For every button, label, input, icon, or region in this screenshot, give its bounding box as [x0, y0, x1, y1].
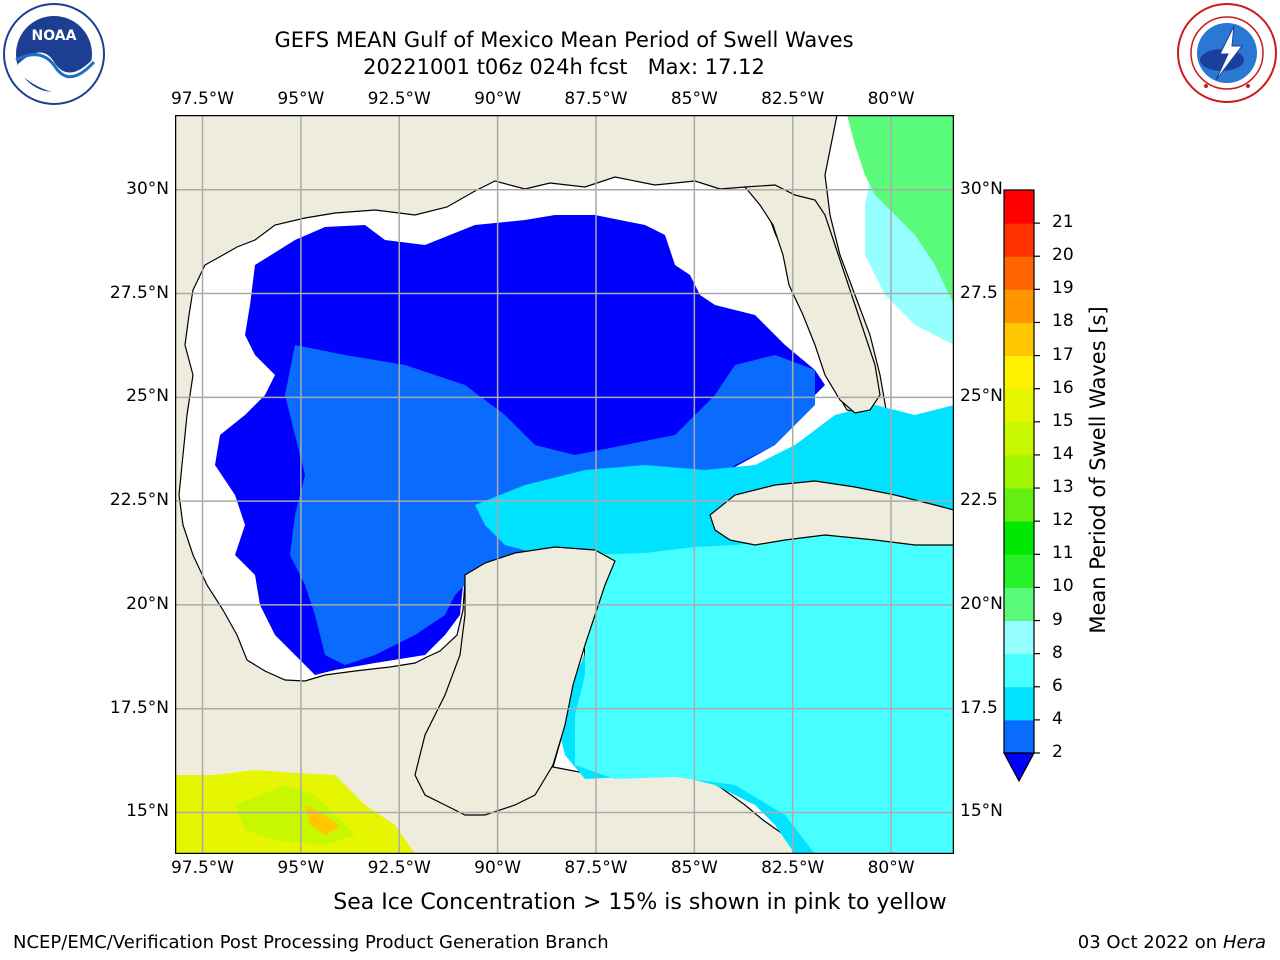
lon-tick-label: 95°W [277, 89, 325, 109]
footer-credit: NCEP/EMC/Verification Post Processing Pr… [13, 932, 609, 953]
footer-date-text: 03 Oct 2022 on [1077, 932, 1223, 953]
lat-tick-label: 30°N [126, 178, 169, 199]
colorbar-segment [1004, 388, 1034, 423]
colorbar-label: Mean Period of Swell Waves [s] [1086, 306, 1110, 634]
lon-tick-label: 82.5°W [761, 89, 825, 109]
lon-tick-label: 92.5°W [367, 858, 431, 878]
lat-tick-label: 22.5 [960, 490, 998, 511]
noaa-logo-text: NOAA [32, 28, 77, 44]
lat-tick-label: 30°N [960, 178, 1003, 199]
colorbar-tick-label: 13 [1052, 477, 1074, 498]
colorbar [1000, 185, 1070, 785]
lat-tick-label: 27.5 [960, 282, 998, 303]
colorbar-segment [1004, 190, 1034, 224]
lat-tick-label: 17.5°N [109, 697, 169, 718]
lon-tick-label: 87.5°W [564, 89, 628, 109]
colorbar-segment [1004, 488, 1034, 522]
footer-machine: Hera [1222, 932, 1266, 953]
colorbar-segment [1004, 620, 1034, 655]
lon-tick-label: 85°W [670, 89, 718, 109]
colorbar-segment [1004, 521, 1034, 555]
sea-ice-note: Sea Ice Concentration > 15% is shown in … [333, 890, 947, 915]
chart-title: GEFS MEAN Gulf of Mexico Mean Period of … [274, 28, 854, 52]
lon-tick-label: 90°W [474, 89, 522, 109]
lon-tick-label: 80°W [867, 858, 915, 878]
colorbar-tick-label: 17 [1052, 344, 1074, 365]
colorbar-segment [1004, 256, 1034, 290]
colorbar-tick-label: 10 [1052, 576, 1074, 597]
colorbar-tick-label: 8 [1052, 642, 1063, 663]
cuba-island [709, 480, 954, 546]
lat-tick-label: 25°N [126, 386, 169, 407]
lat-tick-label: 27.5°N [109, 282, 169, 303]
lat-tick-label: 20°N [126, 593, 169, 614]
swell-zone-6-8s [575, 535, 954, 854]
lat-tick-label: 25°N [960, 386, 1003, 407]
swell-zone-9-10s [847, 115, 954, 305]
colorbar-frame [1003, 189, 1035, 754]
colorbar-segment [1004, 554, 1034, 588]
chart-subtitle: 20221001 t06z 024h fcst Max: 17.12 [363, 55, 765, 79]
colorbar-tick-label: 21 [1052, 212, 1074, 233]
footer-date: 03 Oct 2022 on Hera [1078, 932, 1266, 953]
lon-tick-label: 97.5°W [170, 89, 235, 109]
colorbar-segment [1004, 322, 1034, 357]
lat-tick-label: 15°N [126, 801, 169, 822]
colorbar-tick-label: 9 [1052, 609, 1063, 630]
lon-tick-label: 80°W [867, 89, 915, 109]
colorbar-tick-label: 19 [1052, 278, 1074, 299]
colorbar-tick-label: 2 [1052, 742, 1063, 762]
colorbar-tick-label: 12 [1052, 510, 1074, 531]
colorbar-segment [1004, 421, 1034, 456]
colorbar-tick-label: 6 [1052, 675, 1063, 696]
colorbar-segment [1004, 223, 1034, 257]
colorbar-segment [1004, 454, 1034, 489]
lat-tick-label: 17.5 [960, 697, 998, 718]
colorbar-under-extension [1002, 752, 1036, 783]
colorbar-tick-label: 4 [1052, 708, 1063, 729]
yucatan-peninsula [414, 546, 616, 816]
colorbar-segment [1004, 686, 1034, 721]
colorbar-tick-label: 15 [1052, 410, 1074, 431]
colorbar-tick-label: 11 [1052, 543, 1074, 564]
colorbar-segment [1004, 719, 1034, 754]
lon-tick-label: 87.5°W [564, 858, 628, 878]
lat-tick-label: 22.5°N [109, 490, 169, 511]
nws-logo [1176, 2, 1278, 104]
lon-tick-label: 97.5°W [170, 858, 235, 878]
lon-tick-label: 85°W [670, 858, 718, 878]
lon-tick-label: 95°W [277, 858, 325, 878]
lat-tick-label: 15°N [960, 801, 1003, 822]
colorbar-tick-label: 18 [1052, 311, 1074, 332]
lon-tick-label: 90°W [474, 858, 522, 878]
colorbar-segment [1004, 355, 1034, 390]
lon-tick-label: 82.5°W [761, 858, 825, 878]
map-panel [175, 115, 954, 854]
colorbar-segment [1004, 653, 1034, 688]
noaa-logo: NOAA [2, 2, 106, 106]
swell-period-map [175, 115, 954, 854]
colorbar-segment [1004, 289, 1034, 323]
graticule [175, 115, 954, 854]
colorbar-tick-label: 20 [1052, 245, 1074, 266]
colorbar-segment [1004, 587, 1034, 622]
colorbar-tick-label: 14 [1052, 443, 1074, 464]
lat-tick-label: 20°N [960, 593, 1003, 614]
florida-peninsula [743, 184, 881, 414]
lon-tick-label: 92.5°W [367, 89, 431, 109]
map-frame [175, 115, 954, 854]
colorbar-tick-label: 16 [1052, 377, 1074, 398]
